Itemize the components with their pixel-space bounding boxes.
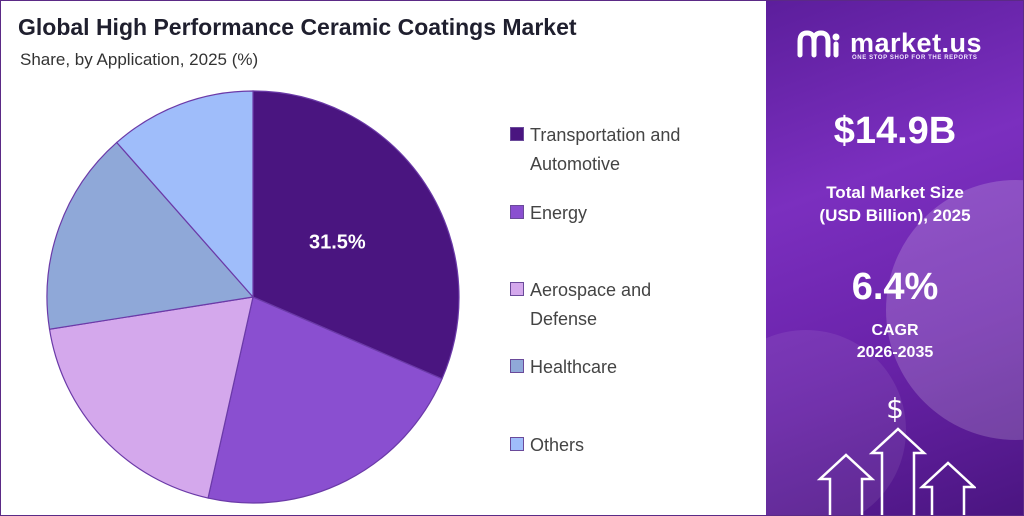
legend-label: Defense — [530, 309, 598, 329]
pie-slice-transportation-and-automotive — [252, 90, 460, 380]
legend-item-others: Others — [510, 431, 584, 460]
legend-swatch — [510, 282, 524, 296]
chart-subtitle: Share, by Application, 2025 (%) — [20, 50, 259, 69]
legend-label: Energy — [530, 203, 588, 223]
brand-tagline: ONE STOP SHOP FOR THE REPORTS — [852, 55, 978, 61]
growth-arrows-icon — [816, 427, 976, 516]
legend-item-aerospace: Aerospace and Defense — [510, 276, 651, 334]
chart-title: Global High Performance Ceramic Coatings… — [18, 14, 577, 40]
cagr-label: CAGR — [871, 322, 919, 339]
pie-slice-others — [115, 90, 254, 299]
market-us-logo-icon — [797, 29, 840, 57]
legend-label: Automotive — [530, 154, 621, 174]
legend-swatch — [510, 205, 524, 219]
legend-swatch — [510, 127, 524, 141]
dollar-symbol: $ — [886, 392, 904, 425]
pie-slice-energy — [207, 296, 443, 504]
legend-swatch — [510, 359, 524, 373]
legend-label: Others — [530, 435, 585, 455]
legend-item-transportation: Transportation and Automotive — [510, 121, 680, 179]
legend-item-healthcare: Healthcare — [510, 353, 617, 382]
market-size-value: $14.9B — [833, 110, 957, 152]
pie-data-label: 31.5% — [309, 232, 366, 254]
chart-panel: Global High Performance Ceramic Coatings… — [18, 14, 681, 504]
pie-chart: 31.5% — [46, 90, 460, 504]
market-size-label: (USD Billion), 2025 — [819, 206, 971, 225]
brand: market.us — [796, 28, 982, 59]
pie-slice-aerospace-and-defense — [48, 296, 254, 499]
summary-panel: market.us ONE STOP SHOP FOR THE REPORTS … — [766, 0, 1024, 516]
pie-slice-healthcare — [46, 141, 255, 330]
legend-swatch — [510, 437, 524, 451]
market-size-label: Total Market Size — [826, 183, 964, 202]
legend-item-energy: Energy — [510, 199, 587, 228]
cagr-value: 6.4% — [851, 266, 939, 308]
brand-name: market.us — [850, 28, 983, 58]
legend-label: Healthcare — [530, 357, 618, 377]
legend-label: Transportation and — [530, 125, 681, 145]
dollar-icon: $ — [766, 392, 1024, 425]
cagr-period: 2026-2035 — [856, 344, 934, 361]
legend-label: Aerospace and — [530, 280, 652, 300]
